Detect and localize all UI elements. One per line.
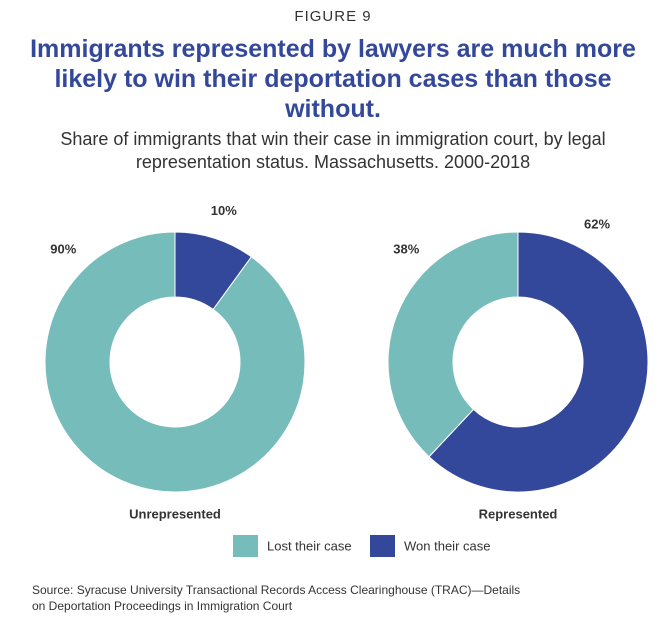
value-label: 90%	[50, 242, 76, 257]
value-label: 38%	[393, 242, 419, 257]
figure-label: FIGURE 9	[294, 8, 372, 25]
value-label: 62%	[584, 217, 610, 232]
source: Source: Syracuse University Transactiona…	[32, 583, 521, 613]
chart: 10% 90% Unrepresented 62% 38% Represented Lost…	[44, 203, 649, 557]
donut-segment	[428, 231, 649, 493]
donut-segment	[44, 231, 306, 493]
subtitle: Share of immigrants that win their case …	[60, 129, 606, 172]
legend-swatch	[233, 535, 258, 557]
legend-label: Won their case	[404, 538, 490, 553]
donut-segment	[387, 231, 519, 458]
legend-label: Lost their case	[267, 538, 352, 553]
category-label: Represented	[479, 506, 558, 521]
value-label: 10%	[211, 203, 237, 218]
category-label: Unrepresented	[129, 506, 221, 521]
title: Immigrants represented by lawyers are mu…	[30, 35, 636, 123]
legend-swatch	[370, 535, 395, 557]
